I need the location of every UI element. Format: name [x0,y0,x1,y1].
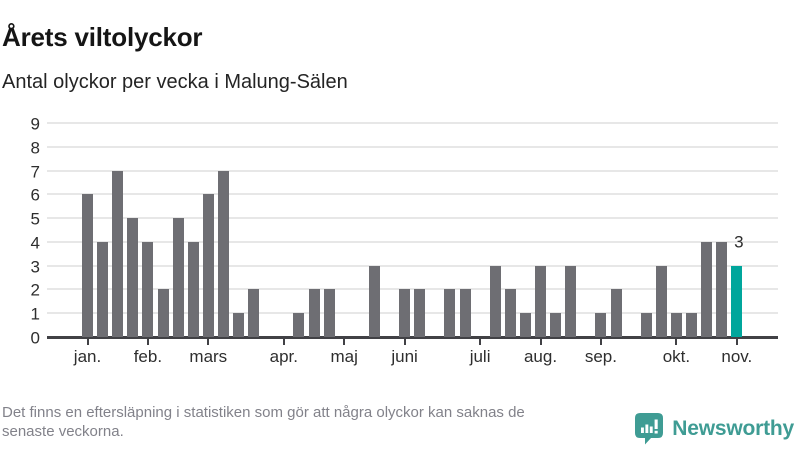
footnote-line-2: senaste veckorna. [2,423,124,440]
bar [610,289,622,337]
bar [323,289,335,337]
bar [293,313,305,337]
x-axis-month-label: mars [189,347,228,366]
bar [202,194,214,337]
x-axis-tick [599,339,602,345]
latest-value-label: 3 [734,232,744,252]
bar [595,313,607,337]
y-axis-tick-label: 5 [30,209,40,229]
x-axis-month-label: okt. [662,347,691,366]
y-axis-tick-label: 3 [30,257,40,277]
bar [686,313,697,337]
bar [187,241,199,337]
bar [142,241,154,337]
x-axis-month-label: apr. [269,347,298,366]
bar [504,289,516,337]
y-axis-tick-label: 6 [30,185,40,205]
x-axis-tick [343,339,346,345]
bar [701,241,713,337]
bar [550,313,562,337]
bar [640,313,652,337]
bar [308,289,320,337]
page-title: Årets viltolyckor [2,22,203,53]
bar [414,289,426,337]
gridline [47,264,778,267]
bar [489,265,501,337]
x-axis-tick [539,339,542,345]
bar [217,170,229,337]
gridline [47,169,778,172]
y-axis-tick-label: 1 [30,304,40,324]
x-axis-month-label: nov. [721,347,753,366]
x-axis-month-label: jan. [73,347,102,366]
footnote-line-1: Det finns en eftersläpning i statistiken… [2,404,525,421]
gridline [47,240,778,243]
bar-current-week [731,265,743,337]
x-axis-tick [282,339,285,345]
gridline [47,193,778,196]
bar [716,241,728,337]
gridline [47,312,778,315]
x-axis-tick [675,339,678,345]
bar [127,218,139,337]
bar [565,265,577,337]
y-axis-tick-label: 7 [30,162,40,182]
y-axis-tick-label: 0 [30,328,40,348]
bar [670,313,682,337]
bar [248,289,260,337]
bar [444,289,456,337]
x-axis-tick [479,339,482,345]
bar [519,313,531,337]
x-axis-month-label: juli [469,347,491,366]
x-axis-tick [146,339,149,345]
bar [157,289,169,337]
newsworthy-wordmark: Newsworthy [672,416,794,440]
bar [82,194,93,337]
bar [172,218,184,337]
gridline [47,288,778,291]
x-axis-month-label: sep. [584,347,617,366]
gridline [47,217,778,220]
x-axis-tick [735,339,738,345]
x-axis-tick [86,339,89,345]
y-axis-tick-label: 8 [30,138,40,158]
bar [112,170,124,337]
bar [97,241,109,337]
gridline [47,145,778,148]
x-axis-month-label: aug. [523,347,558,366]
newsworthy-speech-bubble-chart-icon [634,412,665,445]
x-axis-tick [207,339,210,345]
x-axis-line [47,336,778,339]
bar [655,265,667,337]
y-axis-tick-label: 9 [30,114,40,134]
gridline [47,121,778,124]
bar [399,289,411,337]
x-axis-month-label: maj [330,347,358,366]
y-axis-tick-label: 2 [30,280,40,300]
y-axis-tick-label: 4 [30,233,40,253]
bar [233,313,244,337]
bar-chart: 0 1 2 3 4 5 6 7 8 9 jan. feb. mars apr. maj juni juli aug… [30,114,778,366]
chart-subtitle: Antal olyckor per vecka i Malung-Sälen [2,71,348,93]
x-axis-month-label: feb. [133,347,163,366]
newsworthy-logo: Newsworthy [634,412,794,445]
bar [535,265,546,337]
x-axis-month-label: juni [391,347,418,366]
x-axis-tick [403,339,406,345]
bar [368,265,380,337]
bar [459,289,471,337]
